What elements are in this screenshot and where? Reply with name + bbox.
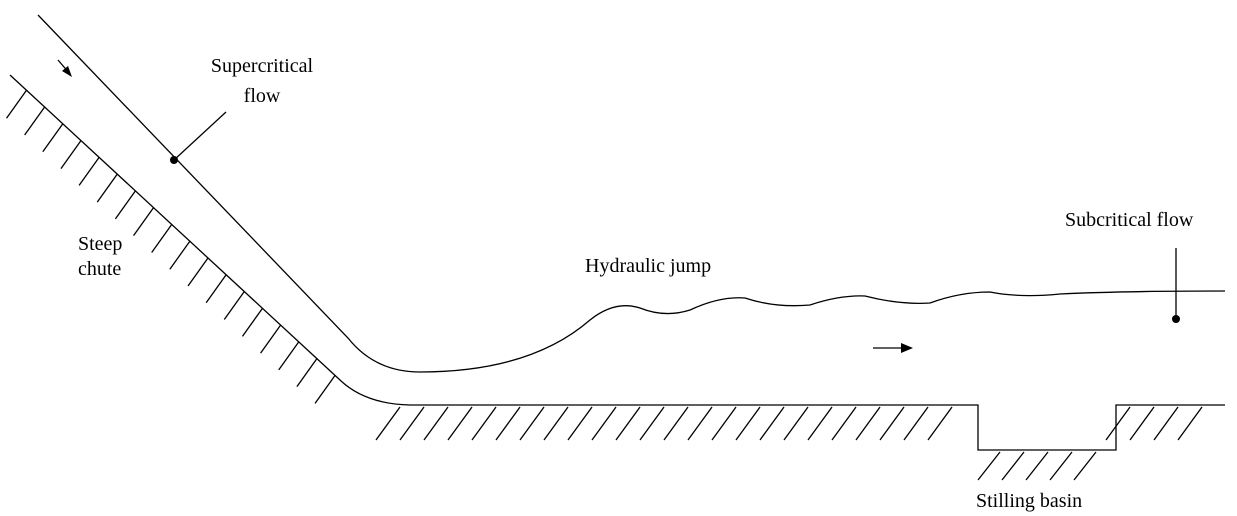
hatch-line	[616, 407, 640, 440]
hatch-line	[978, 452, 1000, 480]
hatch-line	[880, 407, 904, 440]
label: Steep	[78, 233, 122, 255]
hatch-line	[424, 407, 448, 440]
hatch-line	[520, 407, 544, 440]
pointer	[1172, 248, 1180, 323]
hatch-line	[61, 141, 81, 169]
hatch-line	[568, 407, 592, 440]
hatch-line	[496, 407, 520, 440]
hatch-line	[1050, 452, 1072, 480]
hatch-line	[784, 407, 808, 440]
hatch-line	[400, 407, 424, 440]
hatch-line	[904, 407, 928, 440]
hatch-line	[376, 407, 400, 440]
label: flow	[244, 85, 281, 107]
hatch-line	[297, 359, 317, 387]
hatch-line	[712, 407, 736, 440]
hatch-line	[79, 157, 99, 185]
pointer	[170, 112, 226, 164]
hatch-line	[206, 275, 226, 303]
hatch-line	[760, 407, 784, 440]
flow-arrow	[873, 343, 913, 353]
hatch-line	[152, 224, 172, 252]
hatch-line	[115, 191, 135, 219]
label: Hydraulic jump	[585, 255, 711, 277]
hatch-line	[170, 241, 190, 269]
hatch-line	[25, 107, 45, 135]
label: Subcritical flow	[1065, 209, 1194, 231]
hatch-line	[1130, 407, 1154, 440]
hatch-line	[1002, 452, 1024, 480]
label: Supercritical	[211, 55, 314, 77]
hatch-line	[448, 407, 472, 440]
hatch-line	[43, 124, 63, 152]
hatch-line	[544, 407, 568, 440]
hatch-line	[472, 407, 496, 440]
hatch-line	[188, 258, 208, 286]
hatch-line	[1154, 407, 1178, 440]
hatch-line	[1178, 407, 1202, 440]
hatch-line	[97, 174, 117, 202]
flow-arrow	[58, 60, 72, 77]
hatch-line	[7, 90, 27, 118]
hatch-line	[832, 407, 856, 440]
hatch-line	[224, 292, 244, 320]
hatch-line	[1106, 407, 1130, 440]
hatch-line	[242, 308, 262, 336]
hatch-line	[315, 375, 335, 403]
hatch-line	[736, 407, 760, 440]
label: Stilling basin	[976, 490, 1082, 512]
hatch-line	[1074, 452, 1096, 480]
label: chute	[78, 258, 121, 280]
diagram: Supercritical flow Steep chute Hydraulic…	[0, 0, 1237, 516]
hatch-line	[1026, 452, 1048, 480]
hatch-line	[664, 407, 688, 440]
hatch-line	[808, 407, 832, 440]
hatch-line	[928, 407, 952, 440]
hatch-line	[856, 407, 880, 440]
hatch-line	[279, 342, 299, 370]
hatch-line	[261, 325, 281, 353]
hatch-line	[592, 407, 616, 440]
hatch-line	[640, 407, 664, 440]
hatch-line	[688, 407, 712, 440]
hatch-line	[134, 208, 154, 236]
